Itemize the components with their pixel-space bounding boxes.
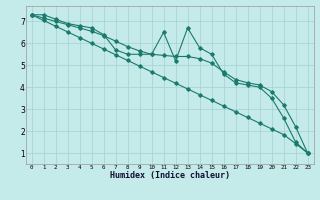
X-axis label: Humidex (Indice chaleur): Humidex (Indice chaleur) (109, 171, 230, 180)
